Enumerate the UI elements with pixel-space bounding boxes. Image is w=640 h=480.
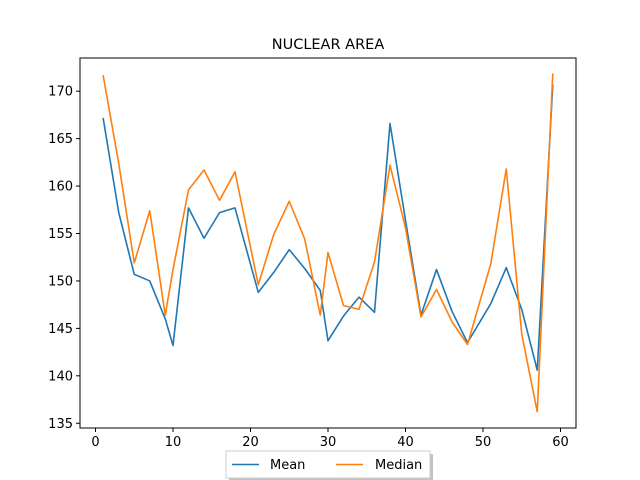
y-tick-label: 155 — [48, 227, 73, 242]
series-line-mean — [102, 84, 554, 371]
x-tick-label: 30 — [320, 435, 337, 450]
x-axis: 0 10 20 30 40 50 60 — [91, 428, 569, 450]
chart-title: NUCLEAR AREA — [272, 37, 385, 53]
x-tick-label: 20 — [242, 435, 259, 450]
y-axis: 135 140 145 150 155 160 165 170 — [48, 85, 80, 432]
legend-label-mean: Mean — [270, 458, 305, 473]
y-tick-label: 150 — [48, 274, 73, 289]
x-tick-label: 40 — [397, 435, 414, 450]
y-tick-label: 165 — [48, 132, 73, 147]
x-tick-label: 60 — [552, 435, 569, 450]
y-tick-label: 140 — [48, 369, 73, 384]
y-tick-label: 160 — [48, 180, 73, 195]
x-tick-label: 10 — [165, 435, 182, 450]
legend: Mean Median — [225, 450, 433, 480]
series-line-median — [102, 73, 554, 413]
y-tick-label: 135 — [48, 417, 73, 432]
series-layer — [102, 73, 554, 413]
x-tick-label: 0 — [91, 435, 99, 450]
y-tick-label: 170 — [48, 85, 73, 100]
plot-area — [80, 58, 576, 428]
x-tick-label: 50 — [475, 435, 492, 450]
legend-label-median: Median — [375, 458, 422, 473]
legend-box — [225, 450, 431, 479]
y-tick-label: 145 — [48, 322, 73, 337]
